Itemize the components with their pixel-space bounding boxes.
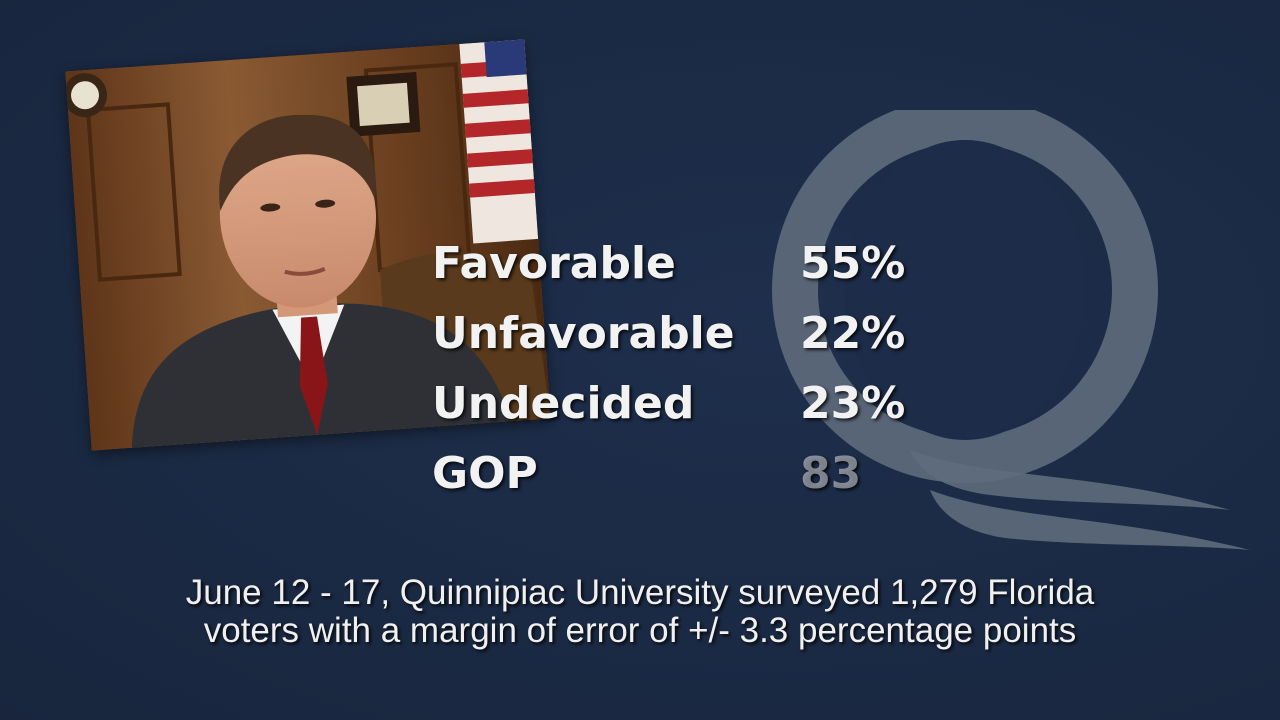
- result-label: GOP: [432, 448, 538, 499]
- result-value: 55%: [800, 238, 906, 289]
- survey-caption: June 12 - 17, Quinnipiac University surv…: [0, 574, 1280, 650]
- speaker-photo-image: [65, 39, 551, 451]
- quinnipiac-q-logo-icon: [772, 110, 1250, 550]
- result-row-unfavorable: Unfavorable 22%: [432, 308, 952, 378]
- result-label: Undecided: [432, 378, 695, 429]
- result-label: Unfavorable: [432, 308, 735, 359]
- result-row-favorable: Favorable 55%: [432, 238, 952, 308]
- result-value: 83: [800, 448, 862, 499]
- result-value: 23%: [800, 378, 906, 429]
- speaker-photo: [65, 39, 551, 451]
- result-label: Favorable: [432, 238, 676, 289]
- result-row-gop: GOP 83: [432, 448, 952, 518]
- caption-line-2: voters with a margin of error of +/- 3.3…: [203, 611, 1077, 650]
- poll-results: Favorable 55% Unfavorable 22% Undecided …: [432, 238, 952, 518]
- result-row-undecided: Undecided 23%: [432, 378, 952, 448]
- result-value: 22%: [800, 308, 906, 359]
- caption-line-1: June 12 - 17, Quinnipiac University surv…: [185, 573, 1095, 612]
